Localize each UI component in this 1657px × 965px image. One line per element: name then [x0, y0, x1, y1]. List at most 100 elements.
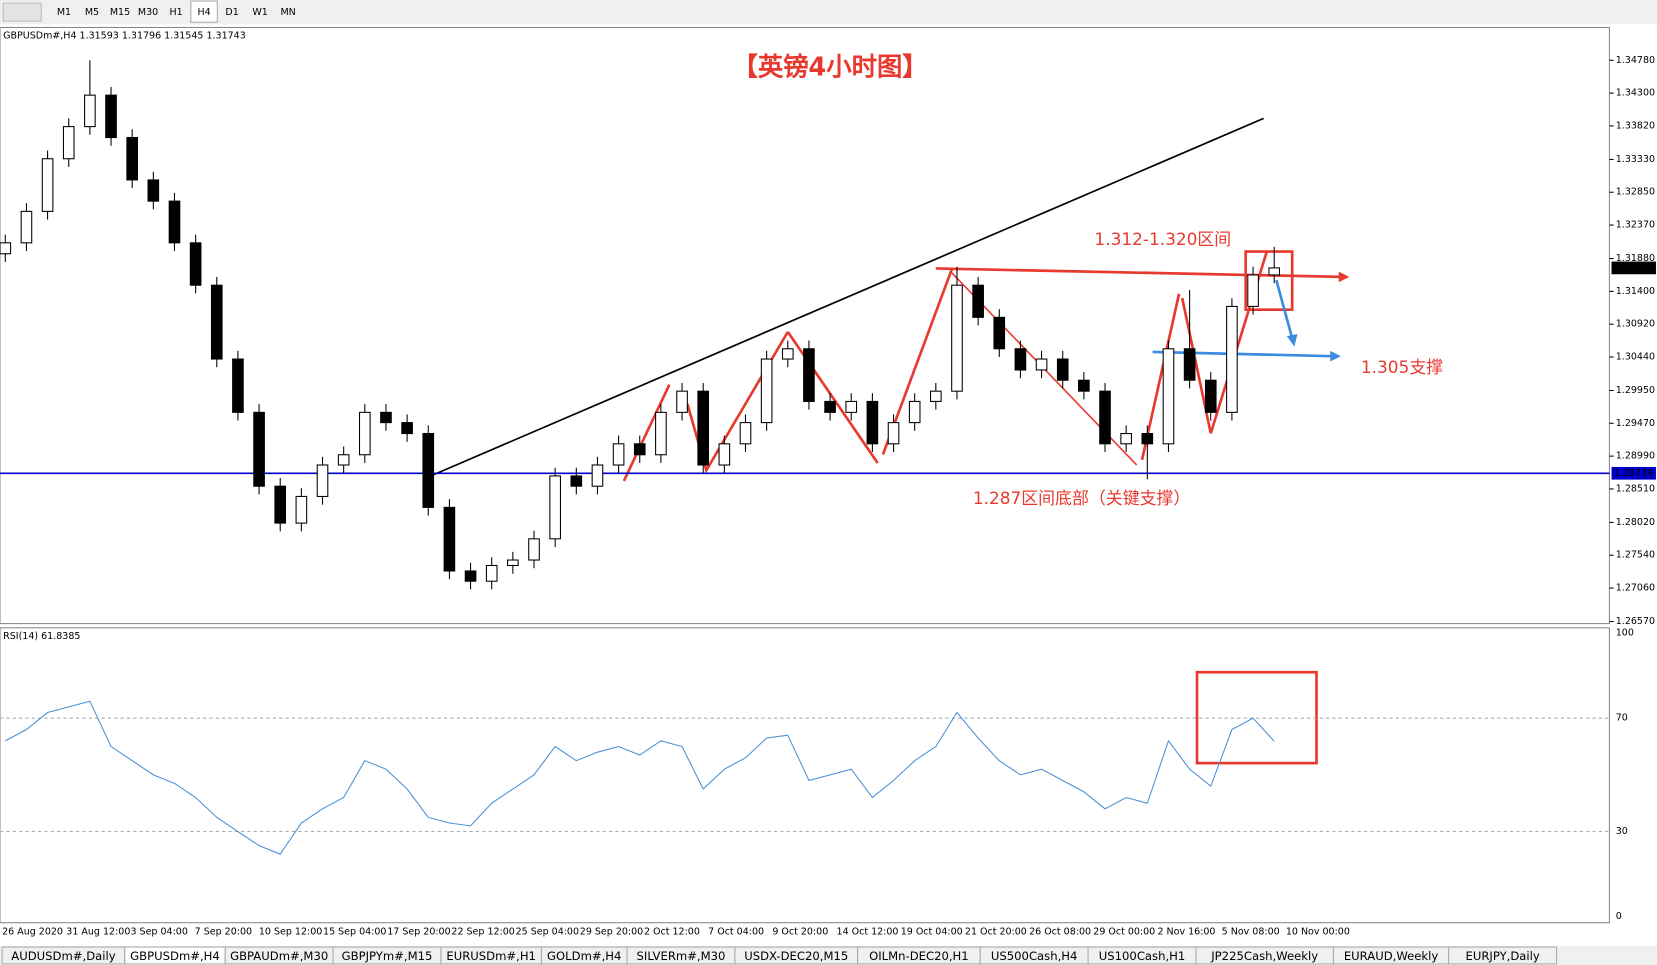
candle-body: [655, 411, 667, 456]
candle-body: [105, 94, 117, 139]
tab[interactable]: GBPAUDm#,M30: [224, 946, 334, 965]
tab-label[interactable]: USDX-DEC20,M15: [744, 949, 848, 963]
arrow: [1140, 293, 1181, 461]
candle-body: [951, 284, 963, 392]
toolbar: [0, 0, 1657, 25]
tab-label[interactable]: GBPAUDm#,M30: [230, 949, 328, 963]
tab-label[interactable]: GBPUSDm#,H4: [130, 949, 220, 963]
y-tick-label: 70: [1616, 713, 1628, 724]
x-tick-label: 17 Sep 20:00: [387, 927, 450, 938]
timeframe-button[interactable]: H4: [197, 7, 210, 18]
timeframe-button[interactable]: M5: [85, 7, 99, 18]
tab[interactable]: AUDUSDm#,Daily: [1, 946, 126, 965]
x-tick-label: 26 Oct 08:00: [1029, 927, 1091, 938]
x-tick-label: 9 Oct 20:00: [772, 927, 828, 938]
annotation: 1.287区间底部（关键支撑）: [973, 488, 1191, 508]
candle-body: [612, 443, 625, 466]
y-tick-label: 30: [1616, 826, 1628, 837]
tab[interactable]: USDX-DEC20,M15: [734, 946, 859, 965]
candle-body: [210, 284, 223, 360]
tab-label[interactable]: US500Cash,H4: [991, 949, 1077, 963]
arrow: [686, 331, 789, 474]
candle-body: [295, 495, 308, 524]
tab[interactable]: EURUSDm#,H1: [440, 946, 542, 965]
tab-label[interactable]: SILVERm#,M30: [637, 949, 726, 963]
candle-body: [781, 348, 794, 360]
candle-body: [1226, 305, 1238, 413]
candle-body: [253, 411, 265, 487]
candle-body: [1183, 348, 1196, 381]
tab-label[interactable]: AUDUSDm#,Daily: [11, 949, 115, 963]
x-tick-label: 5 Nov 08:00: [1222, 927, 1280, 938]
arrow: [786, 331, 879, 464]
tool-button[interactable]: [2, 2, 42, 22]
timeframe-button[interactable]: M30: [138, 7, 158, 18]
y-tick-label: 0: [1616, 911, 1622, 922]
tab-label[interactable]: GBPJPYm#,M15: [342, 949, 433, 963]
annotation: 1.312-1.320区间: [1094, 229, 1231, 249]
candle-body: [1268, 267, 1281, 276]
timeframe-button[interactable]: W1: [252, 7, 267, 18]
tab-label[interactable]: EURAUD,Weekly: [1344, 949, 1439, 963]
tab-label[interactable]: JP225Cash,Weekly: [1210, 949, 1318, 963]
candle-body: [41, 158, 54, 212]
y-tick-label: 1.31400: [1616, 286, 1655, 297]
candle-body: [760, 358, 773, 424]
candle-body: [718, 443, 731, 466]
candle-body: [337, 454, 350, 466]
tab[interactable]: US100Cash,H1: [1087, 946, 1197, 965]
current-price-label: 1.31743: [1614, 262, 1653, 273]
tab[interactable]: JP225Cash,Weekly: [1195, 946, 1334, 965]
timeframe-button[interactable]: H1: [169, 7, 182, 18]
chart-title: 【英镑4小时图】: [732, 52, 927, 82]
candle-body: [908, 400, 921, 424]
tab[interactable]: EURJPY,Daily: [1448, 946, 1558, 965]
tab-label[interactable]: US100Cash,H1: [1099, 949, 1185, 963]
x-tick-label: 29 Oct 00:00: [1093, 927, 1155, 938]
x-tick-label: 29 Sep 20:00: [580, 927, 643, 938]
candle-body: [1099, 390, 1111, 445]
tab[interactable]: GBPUSDm#,H4: [124, 946, 226, 965]
tab[interactable]: GOLDm#,H4: [540, 946, 628, 965]
candle-body: [232, 358, 244, 413]
tab[interactable]: US500Cash,H4: [979, 946, 1089, 965]
y-tick-label: 1.26570: [1616, 616, 1655, 627]
tab[interactable]: EURAUD,Weekly: [1332, 946, 1450, 965]
tab-label[interactable]: EURJPY,Daily: [1465, 949, 1539, 963]
tab-label[interactable]: GOLDm#,H4: [547, 949, 621, 963]
tab[interactable]: GBPJPYm#,M15: [332, 946, 442, 965]
x-tick-label: 3 Sep 04:00: [130, 927, 187, 938]
x-tick-label: 10 Sep 12:00: [259, 927, 322, 938]
timeframe-button[interactable]: M15: [110, 7, 130, 18]
y-tick-label: 1.34780: [1616, 55, 1655, 66]
y-tick-label: 1.29950: [1616, 385, 1655, 396]
tab-label[interactable]: OILMn-DEC20,H1: [869, 949, 969, 963]
y-tick-label: 1.33330: [1616, 154, 1655, 165]
candle-body: [803, 348, 815, 402]
y-tick-label: 1.31880: [1616, 253, 1655, 264]
candle-body: [845, 400, 858, 413]
tab-label[interactable]: EURUSDm#,H1: [446, 949, 536, 963]
y-tick-label: 1.32370: [1616, 220, 1655, 231]
timeframe-button[interactable]: MN: [280, 7, 295, 18]
candle-body: [993, 316, 1006, 350]
candle-body: [464, 570, 477, 582]
timeframe-button[interactable]: M1: [57, 7, 71, 18]
candle-body: [1162, 348, 1175, 445]
arrow-head: [1286, 333, 1298, 347]
timeframe-button[interactable]: D1: [225, 7, 238, 18]
tab[interactable]: SILVERm#,M30: [626, 946, 736, 965]
candle-body: [274, 485, 287, 524]
down-arrow: [1275, 279, 1294, 339]
candle-body: [1035, 358, 1048, 371]
candle-body: [591, 464, 604, 487]
support-arrows: [1152, 279, 1333, 358]
tab[interactable]: OILMn-DEC20,H1: [857, 946, 981, 965]
x-tick-label: 2 Oct 12:00: [644, 927, 700, 938]
candle-body: [676, 390, 688, 413]
candle-body: [126, 137, 138, 181]
y-tick-label: 1.27540: [1616, 550, 1655, 561]
rsi-title: RSI(14) 61.8385: [3, 631, 80, 642]
